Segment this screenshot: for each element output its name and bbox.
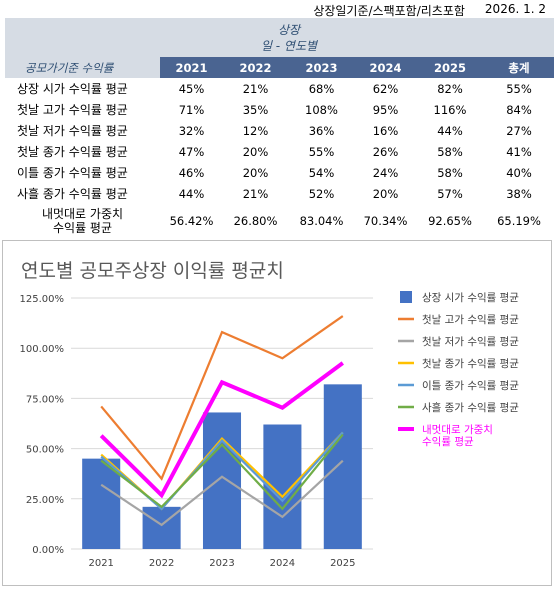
date-label: 2026. 1. 2 [484,2,546,16]
y-tick-label: 75.00% [26,394,64,405]
table-cell: 71% [178,102,205,117]
table-cell: 44% [178,186,205,201]
table-cell: 16% [372,123,399,138]
legend-label: 사흘 종가 수익률 평균 [422,401,519,414]
table-cell: 35% [242,102,269,117]
table-cell: 38% [506,186,532,201]
column-header: 2025 [416,57,484,78]
table-cell: 12% [242,123,269,138]
table-cell: 41% [506,144,532,159]
basis-label: 상장 일 - 연도별 [223,18,355,57]
x-tick-label: 2021 [88,558,113,569]
row-label: 사흘 종가 수익률 평균 [17,187,128,201]
x-tick-label: 2022 [149,558,174,569]
table-cell: 82% [437,81,463,96]
table-cell: 65.19% [497,214,541,228]
legend-label: 첫날 종가 수익률 평균 [422,358,519,370]
table-cell: 27% [506,123,532,138]
table-cell: 84% [506,102,532,117]
legend-label: 내멋대로 가중치 [422,424,493,436]
legend-swatch [400,291,412,303]
row-label: 상장 시가 수익률 평균 [17,82,128,96]
row-label: 내멋대로 가중치 수익률 평균 [41,207,124,235]
returns-table: 상장 일 - 연도별 공모가기준 수익률 2021 2022 2023 2024… [5,18,554,238]
table-cell: 32% [178,123,205,138]
table-cell: 56.42% [169,214,214,228]
row-header: 공모가기준 수익률 [5,57,160,78]
column-header: 2022 [223,57,288,78]
table-cell: 44% [437,123,463,138]
top-note: 상장일기준/스팩포함/리츠포함 2026. 1. 2 [313,2,546,19]
row-label: 첫날 저가 수익률 평균 [17,124,128,138]
column-header: 2023 [288,57,355,78]
y-tick-label: 25.00% [26,495,64,506]
series-line [100,459,344,527]
table-cell: 21% [242,186,269,201]
table-row: 첫날 저가 수익률 평균 32% 12% 36% 16% 44% 27% [5,120,554,141]
bar [82,458,121,549]
table-cell: 20% [242,144,269,159]
table-cell: 95% [372,102,399,117]
y-tick-label: 0.00% [32,545,64,556]
table-cell: 24% [372,165,399,180]
table-cell: 52% [308,186,335,201]
table-cell: 54% [308,165,335,180]
legend-label: 이틀 종가 수익률 평균 [422,380,519,392]
table-row: 첫날 종가 수익률 평균 47% 20% 55% 26% 58% 41% [5,141,554,162]
table-cell: 26% [372,144,399,159]
table-cell: 20% [372,186,399,201]
x-tick-label: 2025 [330,558,355,569]
column-header: 2024 [355,57,416,78]
table-cell: 55% [506,81,532,96]
series-line [99,361,344,499]
table-cell: 58% [437,144,463,159]
table-row-weighted: 내멋대로 가중치 수익률 평균 56.42% 26.80% 83.04% 70.… [5,204,554,238]
table-cell: 58% [437,165,463,180]
table-cell: 46% [178,165,205,180]
table-cell: 83.04% [299,214,344,228]
chart-canvas: 연도별 공모주상장 이익률 평균치 0.00% 25.00% 50.00% 75.00… [20,260,520,569]
column-header: 2021 [160,57,223,78]
bar [202,412,242,549]
listing-basis-note: 상장일기준/스팩포함/리츠포함 [313,4,465,18]
legend-label: 상장 시가 수익률 평균 [422,292,519,304]
x-tick-label: 2023 [209,558,234,569]
table-row: 사흘 종가 수익률 평균 44% 21% 52% 20% 57% 38% [5,183,554,204]
table-cell: 47% [178,144,205,159]
legend-label: 첫날 고가 수익률 평균 [422,314,519,326]
table-cell: 55% [308,144,335,159]
table-cell: 21% [242,81,269,96]
y-tick-label: 125.00% [20,294,65,305]
table-cell: 116% [433,102,467,117]
returns-chart: 연도별 공모주상장 이익률 평균치 0.00% 25.00% 50.00% 75.00… [2,240,552,586]
table-cell: 92.65% [428,214,472,228]
y-tick-label: 50.00% [26,445,64,456]
legend-label: 수익률 평균 [422,436,474,448]
table-cell: 36% [308,123,335,138]
table-row: 첫날 고가 수익률 평균 71% 35% 108% 95% 116% 84% [5,99,554,120]
table-row: 이틀 종가 수익률 평균 46% 20% 54% 24% 58% 40% [5,162,554,183]
bar [323,384,362,549]
series-line [100,433,344,511]
row-label: 첫날 종가 수익률 평균 [17,145,128,159]
x-tick-label: 2024 [270,558,295,569]
column-header: 총계 [484,57,554,78]
legend-label: 첫날 저가 수익률 평균 [422,336,519,348]
chart-title: 연도별 공모주상장 이익률 평균치 [21,260,284,282]
table-cell: 68% [308,81,335,96]
row-label: 이틀 종가 수익률 평균 [17,166,128,180]
table-cell: 108% [305,102,338,117]
y-tick-label: 100.00% [20,344,65,355]
table-cell: 20% [242,165,269,180]
row-label: 첫날 고가 수익률 평균 [17,103,128,117]
table-cell: 70.34% [363,214,408,228]
table-row: 상장 시가 수익률 평균 45% 21% 68% 62% 82% 55% [5,78,554,99]
table-cell: 26.80% [233,214,278,228]
table-cell: 45% [178,81,205,96]
table-cell: 62% [372,81,399,96]
table-cell: 57% [437,186,463,201]
series-line [100,315,344,481]
table-cell: 40% [506,165,532,180]
